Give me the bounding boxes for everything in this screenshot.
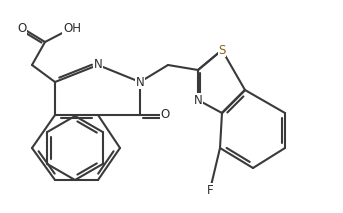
Text: N: N: [194, 94, 202, 106]
Text: N: N: [94, 59, 102, 72]
Text: S: S: [218, 43, 226, 56]
Text: O: O: [161, 108, 170, 121]
Text: O: O: [17, 22, 27, 35]
Text: F: F: [207, 184, 213, 197]
Text: OH: OH: [63, 22, 81, 35]
Text: N: N: [135, 75, 144, 88]
